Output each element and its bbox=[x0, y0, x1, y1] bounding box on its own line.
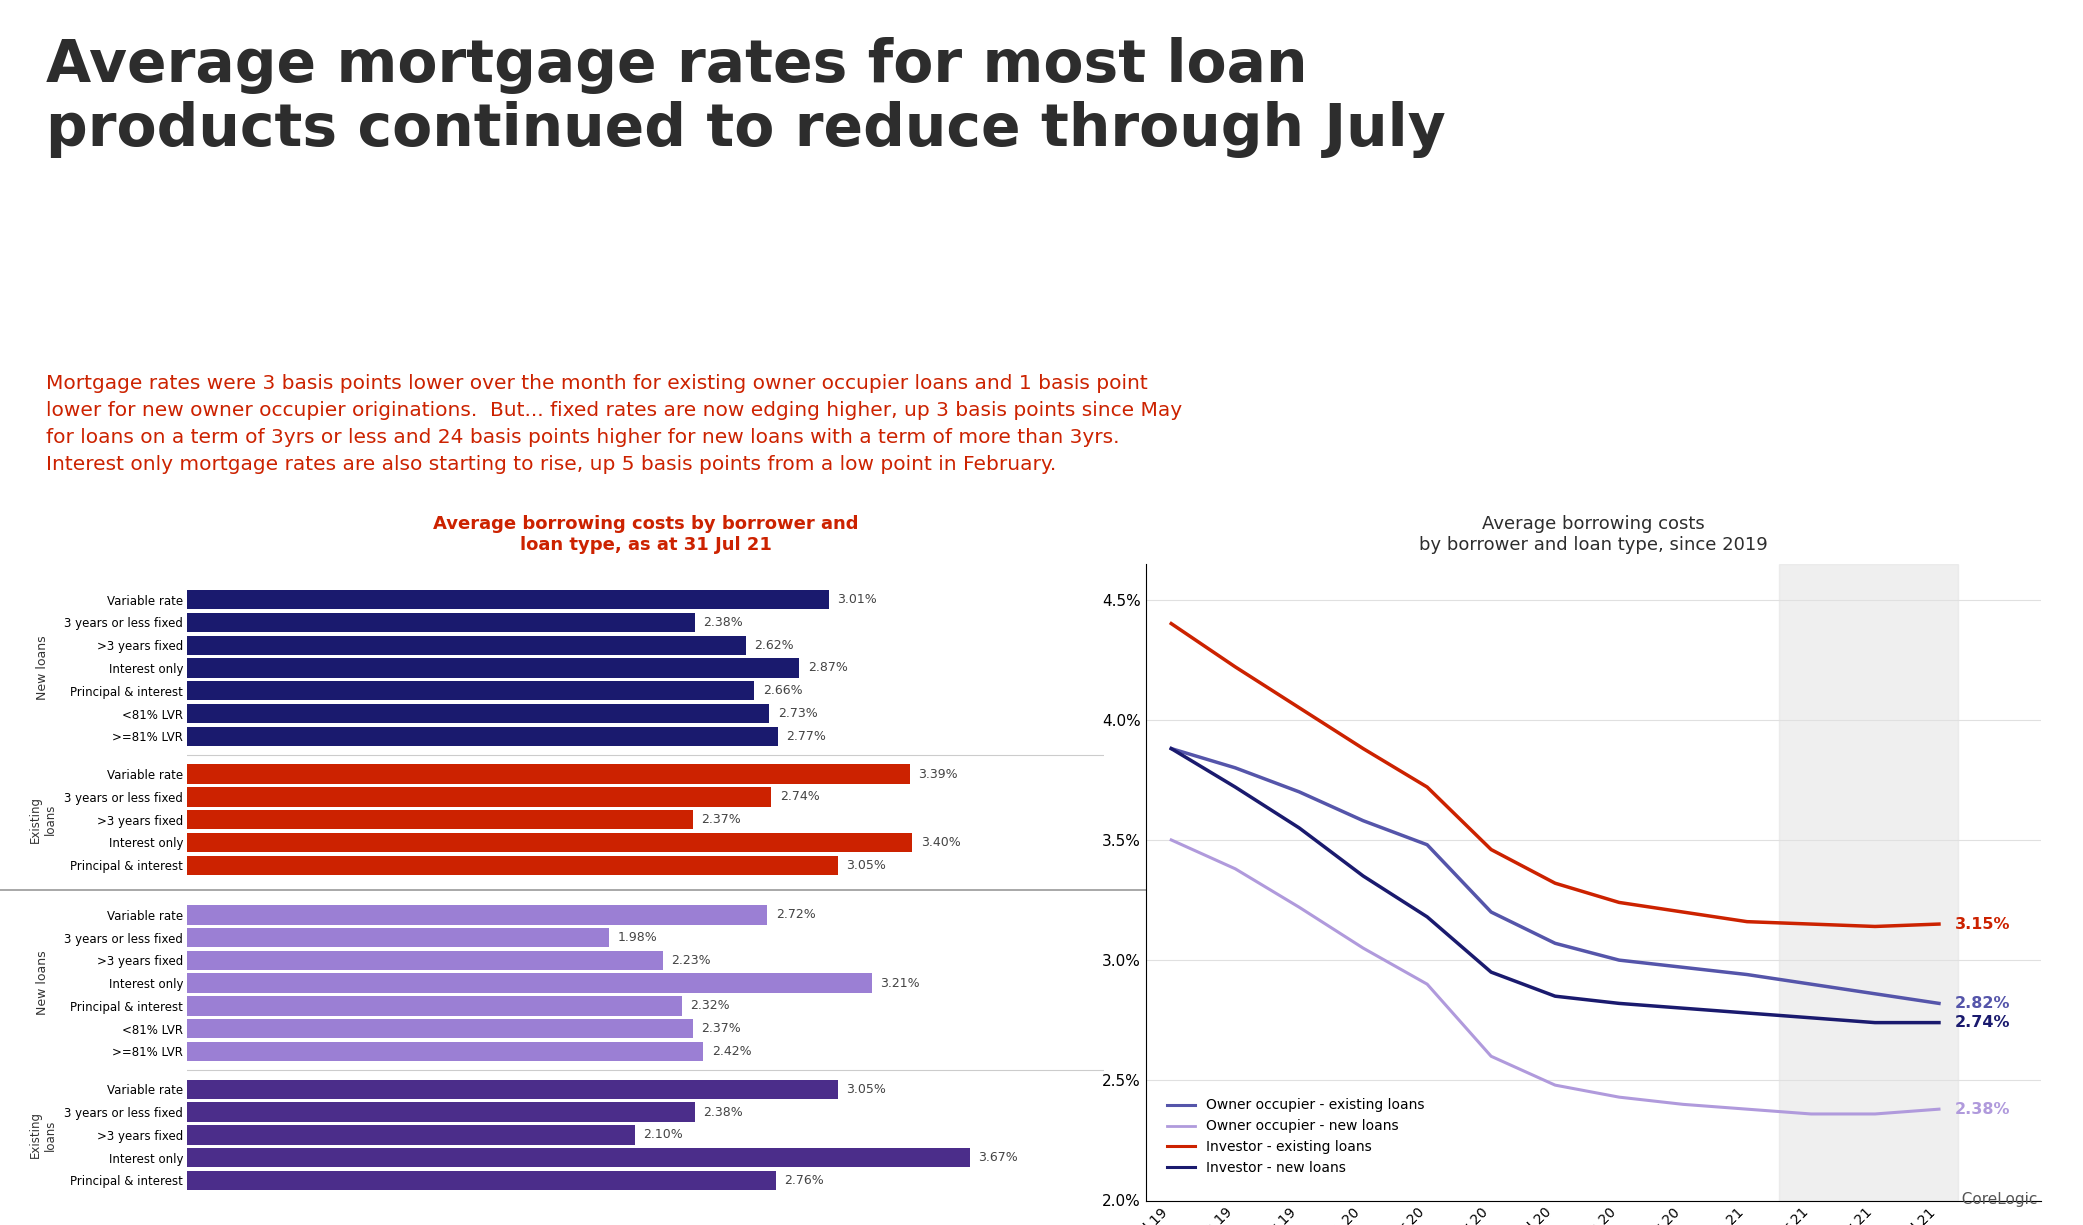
Text: 3.05%: 3.05% bbox=[846, 859, 885, 872]
Text: 2.82%: 2.82% bbox=[1956, 996, 2010, 1011]
Text: 2.42%: 2.42% bbox=[712, 1045, 752, 1058]
Text: 1.98%: 1.98% bbox=[619, 931, 658, 944]
Text: 2.62%: 2.62% bbox=[754, 638, 794, 652]
Bar bbox=[187, 658, 800, 677]
Text: 3.15%: 3.15% bbox=[1956, 916, 2010, 931]
Bar bbox=[187, 1102, 696, 1122]
Bar bbox=[187, 1019, 694, 1039]
Text: New loans: New loans bbox=[35, 951, 50, 1016]
Text: 2.23%: 2.23% bbox=[671, 954, 710, 967]
Bar bbox=[187, 704, 769, 723]
Text: 3.40%: 3.40% bbox=[921, 835, 960, 849]
Text: 2.38%: 2.38% bbox=[704, 1106, 744, 1118]
Text: 2.76%: 2.76% bbox=[785, 1174, 825, 1187]
Text: 2.37%: 2.37% bbox=[702, 1022, 742, 1035]
Text: 2.37%: 2.37% bbox=[702, 813, 742, 826]
Bar bbox=[187, 726, 777, 746]
Text: 3.67%: 3.67% bbox=[979, 1152, 1019, 1164]
Bar bbox=[187, 636, 746, 655]
Bar bbox=[187, 974, 871, 992]
Bar bbox=[187, 927, 610, 947]
Text: 2.74%: 2.74% bbox=[1956, 1016, 2010, 1030]
Text: 3.01%: 3.01% bbox=[837, 593, 877, 606]
Title: Average borrowing costs by borrower and
loan type, as at 31 Jul 21: Average borrowing costs by borrower and … bbox=[433, 514, 858, 554]
Bar bbox=[187, 996, 681, 1016]
Text: 2.77%: 2.77% bbox=[787, 730, 827, 742]
Bar bbox=[187, 1125, 635, 1144]
Bar bbox=[1779, 564, 1958, 1200]
Text: 3.39%: 3.39% bbox=[919, 768, 958, 780]
Text: 2.38%: 2.38% bbox=[1956, 1101, 2010, 1117]
Bar bbox=[187, 833, 912, 853]
Bar bbox=[187, 1079, 837, 1099]
Bar bbox=[187, 855, 837, 875]
Text: Average mortgage rates for most loan
products continued to reduce through July: Average mortgage rates for most loan pro… bbox=[46, 37, 1446, 158]
Text: 2.87%: 2.87% bbox=[808, 662, 848, 675]
Text: 3.05%: 3.05% bbox=[846, 1083, 885, 1096]
Bar bbox=[187, 612, 696, 632]
Bar bbox=[187, 905, 767, 925]
Text: 2.74%: 2.74% bbox=[779, 790, 821, 804]
Text: Existing
loans: Existing loans bbox=[29, 796, 56, 843]
Text: 2.32%: 2.32% bbox=[689, 1000, 731, 1012]
Bar bbox=[187, 590, 829, 609]
Bar bbox=[187, 764, 910, 784]
Text: New loans: New loans bbox=[35, 636, 50, 701]
Text: 2.66%: 2.66% bbox=[762, 685, 802, 697]
Text: CoreLogic: CoreLogic bbox=[1952, 1192, 2037, 1207]
Text: 2.72%: 2.72% bbox=[775, 908, 817, 921]
Bar bbox=[187, 951, 662, 970]
Title: Average borrowing costs
by borrower and loan type, since 2019: Average borrowing costs by borrower and … bbox=[1419, 514, 1768, 554]
Text: 2.10%: 2.10% bbox=[644, 1128, 683, 1142]
Legend: Owner occupier - existing loans, Owner occupier - new loans, Investor - existing: Owner occupier - existing loans, Owner o… bbox=[1162, 1093, 1431, 1181]
Bar bbox=[187, 1171, 775, 1191]
Text: 2.38%: 2.38% bbox=[704, 616, 744, 628]
Text: Existing
loans: Existing loans bbox=[29, 1111, 56, 1159]
Bar bbox=[187, 681, 754, 701]
Bar bbox=[187, 1148, 971, 1167]
Text: Mortgage rates were 3 basis points lower over the month for existing owner occup: Mortgage rates were 3 basis points lower… bbox=[46, 374, 1181, 474]
Text: 3.21%: 3.21% bbox=[881, 976, 921, 990]
Bar bbox=[187, 810, 694, 829]
Bar bbox=[187, 788, 771, 806]
Bar bbox=[187, 1041, 704, 1061]
Text: 2.73%: 2.73% bbox=[777, 707, 819, 720]
